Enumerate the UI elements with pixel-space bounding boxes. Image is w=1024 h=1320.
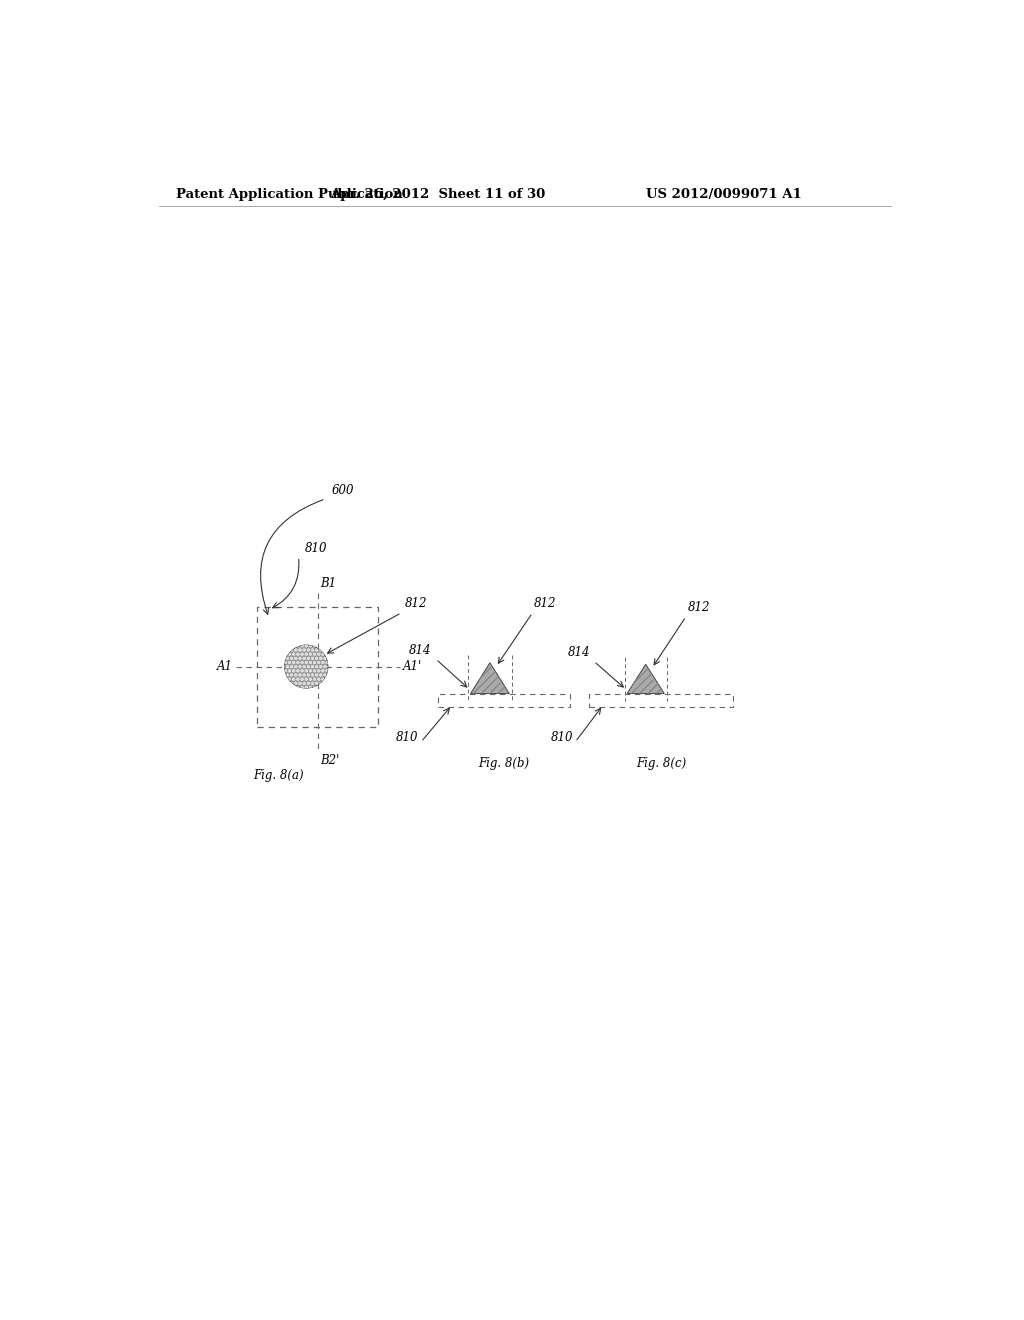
Text: 812: 812 — [535, 598, 557, 610]
Text: Fig. 8(c): Fig. 8(c) — [636, 758, 686, 771]
Text: 810: 810 — [396, 731, 419, 744]
Polygon shape — [471, 663, 509, 693]
Bar — [257, 607, 378, 726]
Text: A1': A1' — [403, 660, 422, 673]
Text: 810: 810 — [551, 731, 573, 744]
Text: 814: 814 — [410, 644, 432, 656]
Bar — [589, 693, 732, 708]
Text: 810: 810 — [305, 543, 328, 554]
Bar — [438, 693, 569, 708]
Text: Fig. 8(b): Fig. 8(b) — [478, 758, 529, 771]
Text: 600: 600 — [332, 484, 354, 498]
Text: B1: B1 — [321, 577, 336, 590]
Polygon shape — [627, 664, 665, 693]
Text: A1: A1 — [217, 660, 232, 673]
Text: 812: 812 — [404, 597, 427, 610]
Text: Apr. 26, 2012  Sheet 11 of 30: Apr. 26, 2012 Sheet 11 of 30 — [331, 187, 546, 201]
Text: B2': B2' — [321, 755, 340, 767]
Circle shape — [285, 645, 328, 688]
Text: Fig. 8(a): Fig. 8(a) — [254, 770, 304, 781]
Text: 812: 812 — [687, 601, 710, 614]
Text: 814: 814 — [567, 645, 590, 659]
Text: Patent Application Publication: Patent Application Publication — [176, 187, 402, 201]
Text: US 2012/0099071 A1: US 2012/0099071 A1 — [646, 187, 802, 201]
